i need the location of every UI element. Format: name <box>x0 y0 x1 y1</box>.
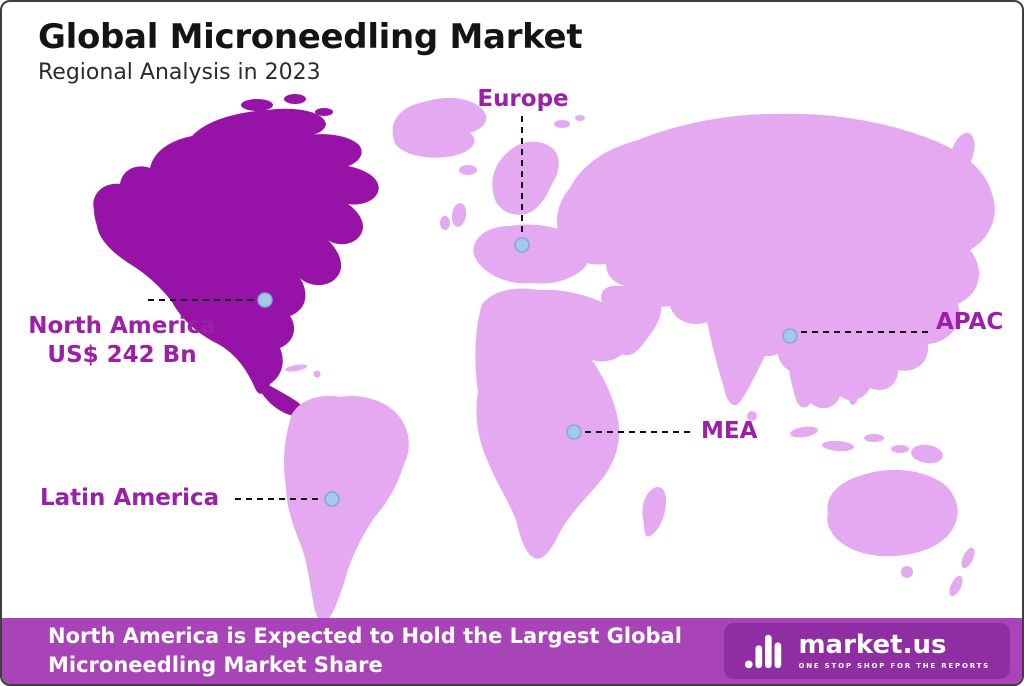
region-arctic-island <box>241 99 273 111</box>
region-hispaniola <box>313 370 321 378</box>
footer-headline: North America is Expected to Hold the La… <box>48 623 682 677</box>
region-indonesia <box>822 440 854 452</box>
region-tasmania <box>901 566 913 578</box>
region-new-zealand <box>949 575 963 597</box>
label-europe: Europe <box>477 86 569 112</box>
region-arabia <box>601 285 662 356</box>
region-kamchatka <box>949 132 975 176</box>
marker-north-america <box>257 292 273 308</box>
region-greenland <box>392 97 487 158</box>
region-iceland <box>459 165 477 175</box>
region-new-zealand <box>961 547 975 569</box>
brand-logo: market.us ONE STOP SHOP FOR THE REPORTS <box>724 623 1010 679</box>
region-philippines <box>848 383 860 405</box>
label-north-america: North America US$ 242 Bn <box>22 312 222 370</box>
north-america-label: North America <box>28 313 216 339</box>
region-south-america <box>284 395 409 623</box>
region-madagascar <box>642 486 667 537</box>
region-japan <box>910 256 922 276</box>
region-sri-lanka <box>747 411 757 421</box>
page-title: Global Microneedling Market <box>38 17 583 57</box>
marker-europe <box>514 237 530 253</box>
region-indonesia <box>864 434 884 442</box>
region-north-america <box>93 108 379 394</box>
marker-mea <box>566 424 582 440</box>
footer-banner: North America is Expected to Hold the La… <box>2 618 1022 684</box>
region-arctic-island <box>315 108 333 116</box>
region-australia <box>827 469 958 557</box>
region-arctic-island <box>284 94 306 104</box>
marketus-bars-icon <box>745 634 782 669</box>
region-japan <box>898 276 912 304</box>
label-latin-america: Latin America <box>40 485 220 511</box>
region-cuba <box>285 364 307 372</box>
region-svalbard <box>554 120 570 128</box>
region-asia <box>556 113 995 409</box>
continents <box>93 94 995 623</box>
label-mea: MEA <box>701 418 758 444</box>
brand-name: market.us <box>798 630 947 660</box>
region-india <box>707 306 772 406</box>
brand-text: market.us ONE STOP SHOP FOR THE REPORTS <box>798 632 990 670</box>
region-new-guinea <box>911 444 943 464</box>
region-scandinavia <box>492 141 559 215</box>
region-uk <box>451 203 467 227</box>
page-subtitle: Regional Analysis in 2023 <box>38 60 321 86</box>
region-indonesia <box>790 426 818 438</box>
connector-lines <box>148 116 929 500</box>
header: Global Microneedling Market Regional Ana… <box>38 17 583 86</box>
marker-latin-america <box>324 491 340 507</box>
map-markers <box>257 237 798 507</box>
region-africa <box>475 288 633 559</box>
brand-tagline: ONE STOP SHOP FOR THE REPORTS <box>798 662 990 670</box>
region-indochina <box>787 339 828 408</box>
region-indonesia <box>891 445 909 453</box>
label-apac: APAC <box>936 309 1004 335</box>
region-ireland <box>440 216 450 230</box>
marker-apac <box>782 328 798 344</box>
north-america-value: US$ 242 Bn <box>47 341 197 368</box>
region-svalbard <box>575 115 585 121</box>
region-central-america <box>255 379 304 416</box>
